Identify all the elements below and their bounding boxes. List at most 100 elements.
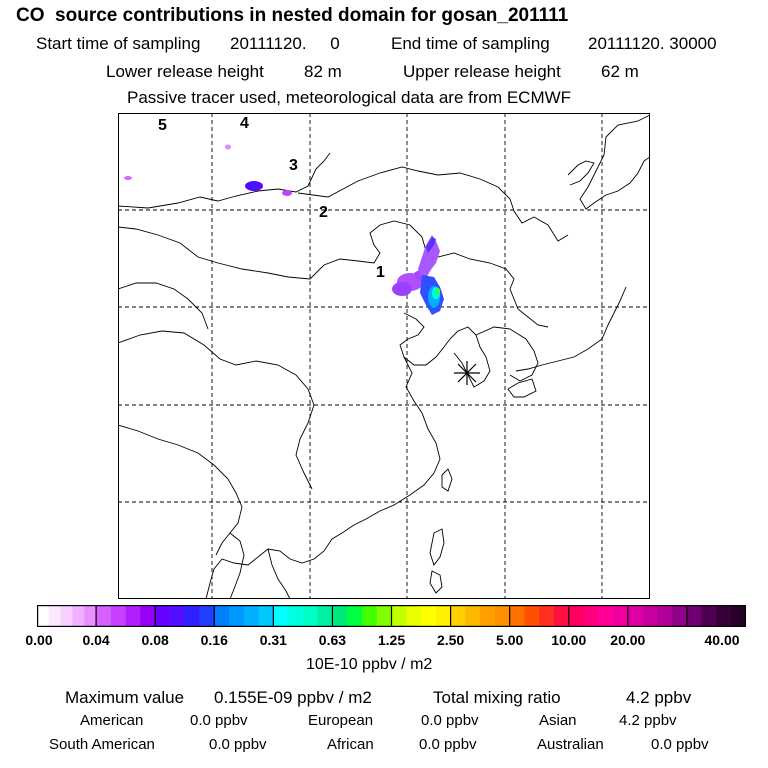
colorbar-cell [273, 605, 289, 627]
region-name-asian: Asian [539, 712, 577, 729]
region-labels: 1 2 3 4 5 [158, 115, 385, 281]
colorbar-cell [140, 605, 156, 627]
plume-region-4 [225, 144, 231, 150]
region-name-african: African [327, 736, 374, 753]
plume-region-1-west [392, 282, 412, 296]
region-value-australian: 0.0 ppbv [651, 736, 709, 753]
colorbar-cell [376, 605, 392, 627]
colorbar-tick-label: 0.04 [82, 632, 110, 648]
lower-height-label: Lower release height [106, 62, 264, 81]
colorbar-cell [539, 605, 555, 627]
upper-height-value: 62 m [601, 62, 639, 81]
colorbar-tick-label: 0.63 [318, 632, 347, 648]
colorbar-cell [258, 605, 274, 627]
max-value-label: Maximum value [65, 688, 185, 707]
colorbar-cell [701, 605, 717, 627]
colorbar-tick-label: 0.16 [200, 632, 228, 648]
region-label-3: 3 [289, 157, 298, 174]
colorbar-cell [657, 605, 673, 627]
colorbar-cell [302, 605, 319, 627]
plot-title: CO source contributions in nested domain… [16, 5, 569, 26]
region-name-european: European [308, 712, 374, 729]
colorbar-cell [84, 605, 97, 627]
region-label-4: 4 [240, 115, 249, 132]
colorbar-dividers [95, 605, 688, 627]
start-time-value: 20111120. 0 [230, 34, 340, 53]
colorbar-tick-label: 0.08 [141, 632, 169, 648]
colorbar-cell [568, 605, 584, 627]
colorbar-cell [731, 605, 746, 627]
max-value: 0.155E-09 ppbv / m2 [214, 688, 372, 707]
colorbar-cell [60, 605, 73, 627]
colorbar-cells [37, 605, 746, 627]
colorbar-tick-label: 0.31 [259, 632, 287, 648]
colorbar-cell [627, 605, 643, 627]
colorbar-cell [406, 605, 422, 627]
receptor-asterisk-icon [454, 361, 480, 385]
region-label-2: 2 [319, 204, 328, 221]
colorbar-cell [155, 605, 171, 627]
colorbar-tick-label: 5.00 [496, 632, 524, 648]
coastlines-and-borders [118, 114, 650, 599]
colorbar-cell [509, 605, 525, 627]
colorbar-cell [480, 605, 496, 627]
colorbar-cell [421, 605, 437, 627]
plume-region-3-core [249, 183, 259, 189]
colorbar-cell [642, 605, 658, 627]
colorbar [37, 605, 746, 627]
colorbar-cell [288, 605, 304, 627]
colorbar-cell [110, 605, 127, 627]
plume-region-5 [124, 176, 132, 180]
colorbar-cell [37, 605, 50, 627]
colorbar-cell [465, 605, 481, 627]
region-label-1: 1 [376, 264, 385, 281]
plume-peak [436, 288, 440, 294]
colorbar-tick-label: 0.00 [25, 632, 53, 648]
map-panel: 1 2 3 4 5 [118, 113, 650, 599]
colorbar-cell [716, 605, 732, 627]
colorbar-cell [598, 605, 614, 627]
region-value-american: 0.0 ppbv [190, 712, 248, 729]
colorbar-cell [391, 605, 407, 627]
end-time-label: End time of sampling [391, 34, 550, 53]
colorbar-cell [347, 605, 363, 627]
colorbar-tick-label: 10.00 [551, 632, 587, 648]
plume-branch [418, 235, 440, 283]
graticule [118, 113, 650, 599]
region-name-south-american: South American [49, 736, 155, 753]
lower-height-value: 82 m [304, 62, 342, 81]
colorbar-cell [450, 605, 466, 627]
colorbar-cell [243, 605, 259, 627]
colorbar-tick-label: 2.50 [436, 632, 465, 648]
region-value-european: 0.0 ppbv [421, 712, 479, 729]
colorbar-cell [613, 605, 629, 627]
end-time-value: 20111120. 30000 [588, 34, 717, 53]
region-name-australian: Australian [537, 736, 604, 753]
colorbar-cell [96, 605, 112, 627]
colorbar-cell [524, 605, 540, 627]
map-frame [118, 113, 650, 599]
colorbar-cell [361, 605, 378, 627]
upper-height-label: Upper release height [403, 62, 561, 81]
source-contribution-field [124, 144, 444, 315]
total-mixing-label: Total mixing ratio [433, 688, 561, 707]
colorbar-cell [199, 605, 215, 627]
colorbar-cell [332, 605, 348, 627]
colorbar-cell [169, 605, 186, 627]
colorbar-tick-label: 40.00 [704, 632, 740, 648]
colorbar-tick-label: 1.25 [377, 632, 406, 648]
plume-branch-core [426, 237, 436, 253]
start-time-label: Start time of sampling [36, 34, 201, 53]
colorbar-cell [494, 605, 511, 627]
colorbar-cell [184, 605, 200, 627]
plume-region-3-east [282, 190, 292, 196]
colorbar-cell [214, 605, 230, 627]
colorbar-cell [583, 605, 599, 627]
region-label-5: 5 [158, 117, 167, 134]
colorbar-cell [686, 605, 703, 627]
colorbar-cell [553, 605, 570, 627]
region-name-american: American [80, 712, 144, 729]
colorbar-cell [125, 605, 141, 627]
colorbar-cell [48, 605, 62, 627]
colorbar-cell [317, 605, 333, 627]
